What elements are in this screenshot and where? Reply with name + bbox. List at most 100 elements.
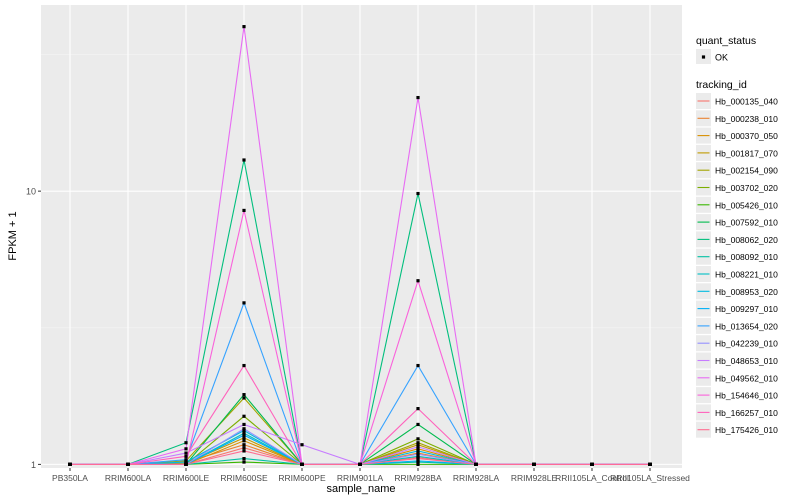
data-point xyxy=(300,462,304,466)
legend-tracking-label: Hb_008062_020 xyxy=(715,235,778,245)
x-tick-label: RRIM901LA xyxy=(337,473,384,483)
legend-quant-status-title: quant_status xyxy=(696,35,756,47)
data-point xyxy=(416,363,420,368)
data-point xyxy=(242,158,246,162)
data-point xyxy=(242,25,246,29)
data-point xyxy=(242,363,246,368)
x-tick-label: RRIM928BA xyxy=(394,473,442,483)
x-tick-label: RRII105LA_Control xyxy=(555,473,629,483)
x-tick-label: RRIM600LA xyxy=(105,473,152,483)
data-point xyxy=(242,446,246,450)
legend-tracking-label: Hb_013654_020 xyxy=(715,321,778,331)
minor-gridlines xyxy=(41,54,682,329)
data-point xyxy=(242,460,246,464)
data-point xyxy=(416,407,420,411)
data-point xyxy=(184,454,188,458)
x-tick-label: RRIM928LE xyxy=(511,473,558,483)
data-point xyxy=(184,447,188,451)
data-point xyxy=(242,208,246,213)
data-point xyxy=(416,449,420,453)
data-point xyxy=(416,422,420,427)
x-tick-label: PB350LA xyxy=(52,473,88,483)
legend-tracking-label: Hb_000135_040 xyxy=(715,97,778,107)
data-point xyxy=(242,433,246,437)
data-point xyxy=(416,462,420,466)
data-point xyxy=(184,460,188,464)
legend-point-symbol xyxy=(701,55,706,59)
legend-tracking-label: Hb_000238_010 xyxy=(715,114,778,124)
data-point xyxy=(416,443,420,447)
x-tick-label: RRIM928LA xyxy=(453,473,500,483)
panel-background xyxy=(41,5,682,468)
data-point xyxy=(242,436,246,440)
data-point xyxy=(242,396,246,400)
y-axis-title: FPKM + 1 xyxy=(7,211,19,260)
y-axis: 1 10 xyxy=(26,187,41,470)
y-tick-label: 1 xyxy=(31,460,36,470)
data-point xyxy=(242,439,246,443)
data-point xyxy=(416,445,420,449)
data-point xyxy=(416,437,420,441)
data-point xyxy=(242,456,246,461)
data-point xyxy=(416,447,420,451)
data-point xyxy=(416,441,420,445)
data-point xyxy=(416,452,420,456)
legend-tracking-label: Hb_007592_010 xyxy=(715,218,778,228)
legend-tracking-label: Hb_154646_010 xyxy=(715,391,778,401)
legend-tracking-label: Hb_009297_010 xyxy=(715,304,778,314)
x-tick-label: RRIM600LE xyxy=(163,473,210,483)
x-tick-label: RRII105LA_Stressed xyxy=(610,473,690,483)
data-point xyxy=(242,443,246,447)
data-point xyxy=(474,462,478,466)
data-point xyxy=(416,454,420,458)
data-point xyxy=(184,451,188,455)
legend-tracking-label: Hb_003702_020 xyxy=(715,183,778,193)
legend-tracking-label: Hb_166257_010 xyxy=(715,408,778,418)
data-point xyxy=(242,428,246,433)
data-point xyxy=(242,414,246,418)
legend-tracking-label: Hb_005426_010 xyxy=(715,200,778,210)
x-axis-title: sample_name xyxy=(326,483,395,495)
legend-tracking-label: Hb_001817_070 xyxy=(715,148,778,158)
data-point xyxy=(242,422,246,427)
legend-quant-status-label: OK xyxy=(715,53,728,63)
data-point xyxy=(532,462,536,466)
legend-tracking-label: Hb_042239_010 xyxy=(715,339,778,349)
series-points xyxy=(68,25,652,466)
data-point xyxy=(68,462,72,466)
data-point xyxy=(590,462,594,466)
data-point xyxy=(184,458,188,462)
legend-tracking-label: Hb_008221_010 xyxy=(715,270,778,280)
x-axis: PB350LA RRIM600LA RRIM600LE RRIM600SE RRIM60… xyxy=(52,468,690,483)
data-point xyxy=(242,431,246,435)
data-point xyxy=(126,462,130,466)
data-point xyxy=(242,427,246,431)
data-point xyxy=(358,462,362,466)
legend-tracking-title: tracking_id xyxy=(696,79,747,91)
major-gridlines xyxy=(41,5,682,468)
x-tick-label: RRIM600PE xyxy=(278,473,326,483)
data-point xyxy=(416,456,420,461)
legend-tracking-label: Hb_008953_020 xyxy=(715,287,778,297)
legend-tracking-label: Hb_008092_010 xyxy=(715,252,778,262)
data-point xyxy=(300,443,304,447)
legend-tracking-label: Hb_049562_010 xyxy=(715,373,778,383)
data-point xyxy=(416,279,420,283)
data-point xyxy=(416,459,420,463)
x-tick-label: RRIM600SE xyxy=(220,473,268,483)
y-tick-label: 10 xyxy=(26,187,36,197)
legend-tracking-label: Hb_000370_050 xyxy=(715,131,778,141)
data-point xyxy=(416,95,420,100)
data-point xyxy=(184,441,188,445)
legend: quant_status OK tracking_id Hb_000135_04… xyxy=(696,35,778,438)
data-point xyxy=(184,462,188,466)
legend-tracking-label: Hb_002154_090 xyxy=(715,166,778,176)
data-point xyxy=(416,191,420,196)
data-point xyxy=(242,393,246,397)
data-point xyxy=(648,462,652,466)
data-point xyxy=(242,301,246,305)
data-point xyxy=(242,449,246,453)
legend-tracking-label: Hb_175426_010 xyxy=(715,425,778,435)
legend-tracking-label: Hb_048653_010 xyxy=(715,356,778,366)
